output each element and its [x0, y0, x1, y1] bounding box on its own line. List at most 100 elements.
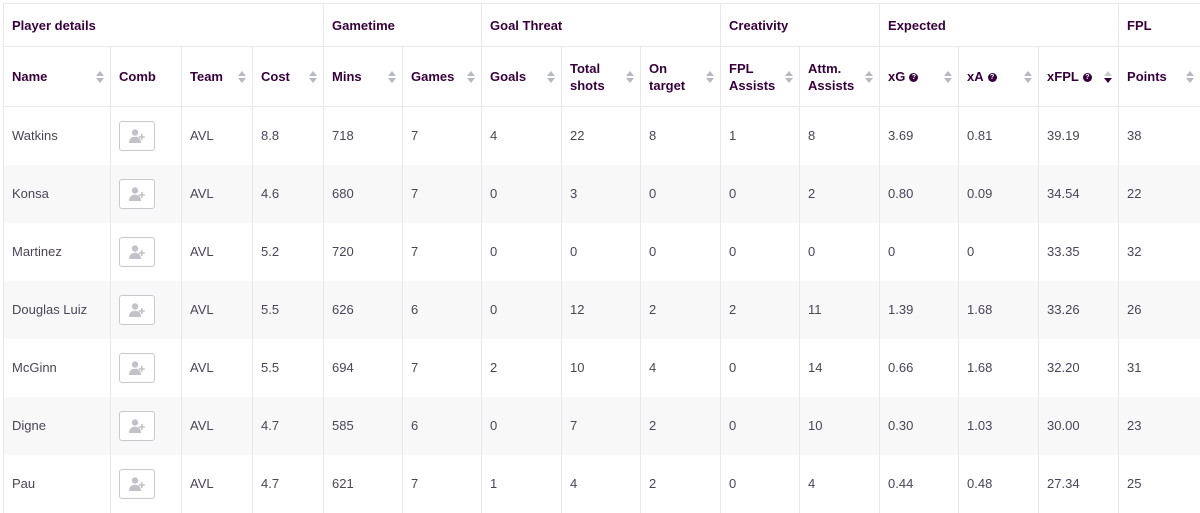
on-target-cell: 2: [640, 454, 722, 513]
group-expected: Expected: [879, 3, 1120, 47]
add-to-comb-button[interactable]: [119, 468, 155, 499]
sort-icon[interactable]: [944, 70, 953, 83]
col-header-goals-label: Goals: [490, 69, 527, 84]
xg-cell: 0.66: [879, 338, 960, 397]
col-header-cost[interactable]: Cost: [252, 46, 325, 107]
points-cell: 32: [1127, 244, 1142, 259]
xa-cell: 1.68: [958, 338, 1040, 397]
xfpl-cell: 33.26: [1038, 280, 1120, 339]
xg-cell: 0.30: [879, 396, 960, 455]
col-header-comb-label: Comb: [119, 69, 156, 84]
xg-cell: 0.44: [879, 454, 960, 513]
col-header-xg-label: xG: [888, 69, 906, 84]
player-name[interactable]: Pau: [3, 454, 111, 513]
attm-assists-cell: 8: [799, 106, 881, 165]
table-row: Pau AVL 4.7 621 7 1 4 2 0 4 0.44 0.48 27…: [3, 454, 1200, 513]
cost-cell: 8.8: [252, 106, 325, 165]
info-icon[interactable]: ?: [987, 73, 997, 83]
column-group-header-row: Player details Gametime Goal Threat Crea…: [2, 3, 1200, 47]
add-to-comb-button[interactable]: [119, 410, 155, 441]
table-row: Martinez AVL 5.2 720 7 0 0 0 0 0 0 0 33.…: [3, 222, 1200, 281]
col-header-comb: Comb: [110, 46, 182, 107]
player-name[interactable]: Martinez: [3, 222, 111, 281]
xa-cell: 0.48: [958, 454, 1040, 513]
col-header-goals[interactable]: Goals: [481, 46, 563, 107]
sort-icon[interactable]: [785, 70, 794, 83]
team-cell: AVL: [181, 222, 253, 281]
goals-cell: 0: [481, 396, 563, 455]
add-to-comb-button[interactable]: [119, 294, 155, 325]
col-header-mins-label: Mins: [332, 69, 362, 84]
group-player-details: Player details: [2, 3, 325, 47]
col-header-name-label: Name: [12, 69, 48, 84]
games-cell: 7: [402, 338, 483, 397]
add-to-comb-button[interactable]: [119, 178, 155, 209]
col-header-xfpl[interactable]: xFPL?: [1038, 46, 1120, 107]
col-header-fpl-assists-line1: FPL: [729, 60, 754, 76]
sort-icon[interactable]: [1185, 70, 1194, 83]
sort-icon[interactable]: [865, 70, 874, 83]
player-name[interactable]: Douglas Luiz: [3, 280, 111, 339]
xa-cell: 0: [958, 222, 1040, 281]
col-header-points[interactable]: Points: [1118, 46, 1200, 107]
mins-cell: 718: [323, 106, 404, 165]
sort-icon[interactable]: [467, 70, 476, 83]
games-cell: 7: [402, 106, 483, 165]
player-name[interactable]: Konsa: [3, 164, 111, 223]
fpl-assists-cell: 0: [720, 164, 801, 223]
attm-assists-cell: 2: [799, 164, 881, 223]
goals-cell: 0: [481, 222, 563, 281]
col-header-cost-label: Cost: [261, 69, 290, 84]
info-icon[interactable]: ?: [1082, 73, 1092, 83]
sort-icon[interactable]: [626, 70, 635, 83]
col-header-games[interactable]: Games: [402, 46, 483, 107]
col-header-name[interactable]: Name: [3, 46, 111, 107]
col-header-xg[interactable]: xG?: [879, 46, 960, 107]
col-header-on-target[interactable]: On target: [640, 46, 722, 107]
xg-cell: 0.80: [879, 164, 960, 223]
info-icon[interactable]: ?: [909, 73, 919, 83]
col-header-fpl-assists[interactable]: FPL Assists: [720, 46, 801, 107]
sort-icon[interactable]: [96, 70, 104, 83]
col-header-total-shots[interactable]: Total shots: [561, 46, 642, 107]
xg-cell: 1.39: [879, 280, 960, 339]
player-name[interactable]: McGinn: [3, 338, 111, 397]
fpl-assists-cell: 0: [720, 454, 801, 513]
player-stats-table: Player details Gametime Goal Threat Crea…: [2, 3, 1200, 513]
sort-icon[interactable]: [238, 70, 246, 83]
player-name[interactable]: Watkins: [3, 106, 111, 165]
xa-cell: 1.03: [958, 396, 1040, 455]
xa-cell: 0.09: [958, 164, 1040, 223]
add-user-icon: [129, 476, 145, 491]
sort-icon[interactable]: [547, 70, 556, 83]
add-user-icon: [129, 186, 145, 201]
table-body: Watkins AVL 8.8 718 7 4 22 8 1 8 3.69 0.…: [3, 106, 1200, 513]
group-creativity: Creativity: [720, 3, 881, 47]
comb-cell: [110, 396, 182, 455]
sort-icon[interactable]: [1024, 70, 1033, 83]
add-to-comb-button[interactable]: [119, 120, 155, 151]
comb-cell: [110, 338, 182, 397]
col-header-team-label: Team: [190, 69, 223, 84]
col-header-xa[interactable]: xA?: [958, 46, 1040, 107]
player-name[interactable]: Digne: [3, 396, 111, 455]
add-user-icon: [129, 360, 145, 375]
add-to-comb-button[interactable]: [119, 352, 155, 383]
on-target-cell: 4: [640, 338, 722, 397]
fpl-assists-cell: 1: [720, 106, 801, 165]
col-header-xfpl-label: xFPL: [1047, 69, 1079, 84]
col-header-team[interactable]: Team: [181, 46, 253, 107]
points-cell: 31: [1127, 360, 1142, 375]
col-header-attm-assists[interactable]: Attm. Assists: [799, 46, 881, 107]
total-shots-cell: 12: [561, 280, 642, 339]
fpl-assists-cell: 2: [720, 280, 801, 339]
sort-icon[interactable]: [706, 70, 715, 83]
fpl-assists-cell: 0: [720, 396, 801, 455]
sort-desc-icon[interactable]: [1104, 70, 1113, 83]
table-row: Digne AVL 4.7 585 6 0 7 2 0 10 0.30 1.03…: [3, 396, 1200, 455]
add-to-comb-button[interactable]: [119, 236, 155, 267]
sort-icon[interactable]: [309, 70, 318, 83]
goals-cell: 1: [481, 454, 563, 513]
sort-icon[interactable]: [388, 70, 397, 83]
col-header-mins[interactable]: Mins: [323, 46, 404, 107]
